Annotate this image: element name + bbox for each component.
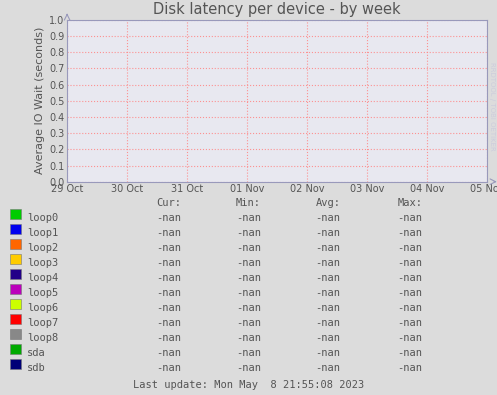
Text: -nan: -nan <box>236 258 261 267</box>
Text: sda: sda <box>27 348 46 357</box>
Text: -nan: -nan <box>316 288 340 297</box>
Text: loop8: loop8 <box>27 333 58 342</box>
Text: -nan: -nan <box>157 348 181 357</box>
Text: -nan: -nan <box>157 363 181 372</box>
Text: -nan: -nan <box>316 318 340 327</box>
Text: loop3: loop3 <box>27 258 58 267</box>
Title: Disk latency per device - by week: Disk latency per device - by week <box>153 2 401 17</box>
Text: Last update: Mon May  8 21:55:08 2023: Last update: Mon May 8 21:55:08 2023 <box>133 380 364 389</box>
Text: -nan: -nan <box>236 243 261 252</box>
Text: -nan: -nan <box>316 213 340 222</box>
Text: RRDTOOL / TOBI OETIKER: RRDTOOL / TOBI OETIKER <box>489 62 495 151</box>
Text: -nan: -nan <box>236 318 261 327</box>
Text: -nan: -nan <box>236 228 261 237</box>
Text: sdb: sdb <box>27 363 46 372</box>
Text: -nan: -nan <box>316 258 340 267</box>
Text: Avg:: Avg: <box>316 198 340 207</box>
Text: -nan: -nan <box>157 273 181 282</box>
Text: -nan: -nan <box>316 363 340 372</box>
Text: -nan: -nan <box>157 228 181 237</box>
Text: -nan: -nan <box>157 333 181 342</box>
Text: loop5: loop5 <box>27 288 58 297</box>
Text: -nan: -nan <box>398 363 422 372</box>
Y-axis label: Average IO Wait (seconds): Average IO Wait (seconds) <box>35 27 45 175</box>
Text: -nan: -nan <box>398 213 422 222</box>
Text: Cur:: Cur: <box>157 198 181 207</box>
Text: -nan: -nan <box>398 228 422 237</box>
Text: -nan: -nan <box>236 303 261 312</box>
Text: -nan: -nan <box>316 273 340 282</box>
Text: loop7: loop7 <box>27 318 58 327</box>
Text: -nan: -nan <box>316 333 340 342</box>
Text: -nan: -nan <box>157 318 181 327</box>
Text: -nan: -nan <box>398 318 422 327</box>
Text: -nan: -nan <box>398 348 422 357</box>
Text: -nan: -nan <box>398 303 422 312</box>
Text: -nan: -nan <box>157 303 181 312</box>
Text: -nan: -nan <box>236 288 261 297</box>
Text: -nan: -nan <box>236 348 261 357</box>
Text: -nan: -nan <box>236 333 261 342</box>
Text: loop6: loop6 <box>27 303 58 312</box>
Text: -nan: -nan <box>316 228 340 237</box>
Text: -nan: -nan <box>236 363 261 372</box>
Text: loop2: loop2 <box>27 243 58 252</box>
Text: Min:: Min: <box>236 198 261 207</box>
Text: -nan: -nan <box>157 243 181 252</box>
Text: -nan: -nan <box>236 213 261 222</box>
Text: -nan: -nan <box>157 213 181 222</box>
Text: -nan: -nan <box>236 273 261 282</box>
Text: -nan: -nan <box>157 258 181 267</box>
Text: loop0: loop0 <box>27 213 58 222</box>
Text: -nan: -nan <box>398 333 422 342</box>
Text: Max:: Max: <box>398 198 422 207</box>
Text: -nan: -nan <box>398 273 422 282</box>
Text: -nan: -nan <box>157 288 181 297</box>
Text: -nan: -nan <box>316 348 340 357</box>
Text: -nan: -nan <box>398 243 422 252</box>
Text: -nan: -nan <box>398 288 422 297</box>
Text: loop1: loop1 <box>27 228 58 237</box>
Text: -nan: -nan <box>398 258 422 267</box>
Text: -nan: -nan <box>316 243 340 252</box>
Text: loop4: loop4 <box>27 273 58 282</box>
Text: -nan: -nan <box>316 303 340 312</box>
